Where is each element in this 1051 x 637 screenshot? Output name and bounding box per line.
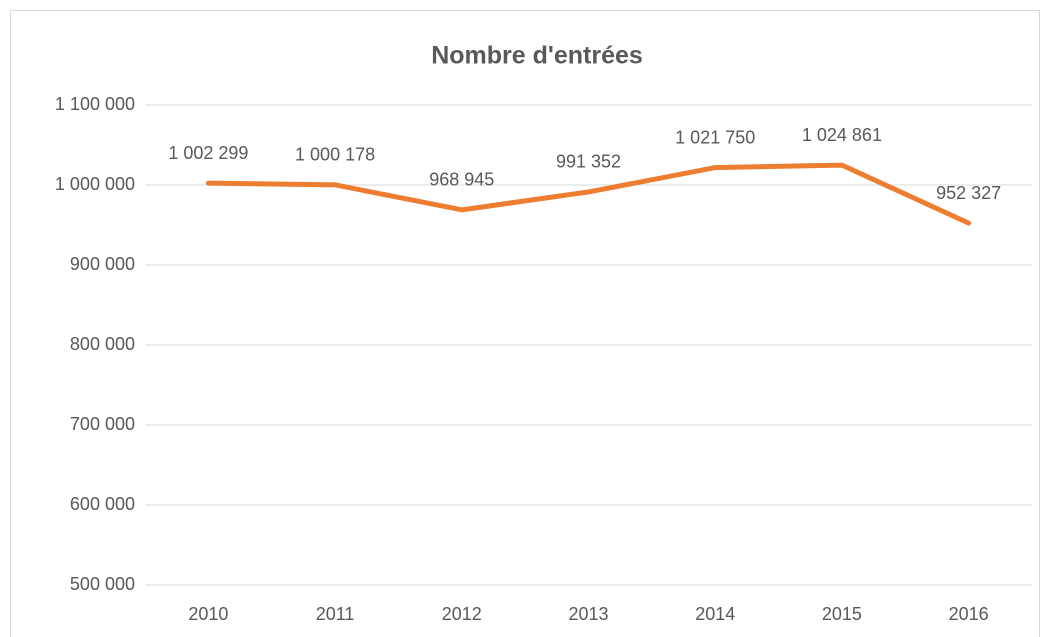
x-tick-label: 2016 [949,604,989,624]
chart-border [10,10,1040,637]
x-tick-label: 2013 [568,604,608,624]
x-tick-label: 2012 [442,604,482,624]
x-tick-label: 2015 [822,604,862,624]
data-label: 1 002 299 [168,143,248,163]
line-series [205,162,972,226]
x-tick-label: 2011 [316,604,355,624]
y-tick-label: 800 000 [70,334,135,354]
x-tick-label: 2014 [695,604,735,624]
y-tick-label: 500 000 [70,574,135,594]
chart-title: Nombre d'entrées [431,42,643,70]
data-label: 968 945 [429,170,494,190]
data-label: 1 000 178 [295,145,375,165]
data-label: 952 327 [936,183,1001,203]
y-tick-label: 1 000 000 [55,174,135,194]
y-tick-label: 700 000 [70,414,135,434]
data-label: 1 024 861 [802,125,882,145]
y-tick-label: 1 100 000 [55,94,135,114]
data-label: 991 352 [556,152,621,172]
x-tick-label: 2010 [188,604,228,624]
data-label: 1 021 750 [675,127,755,147]
y-tick-label: 900 000 [70,254,135,274]
y-tick-label: 600 000 [70,494,135,514]
